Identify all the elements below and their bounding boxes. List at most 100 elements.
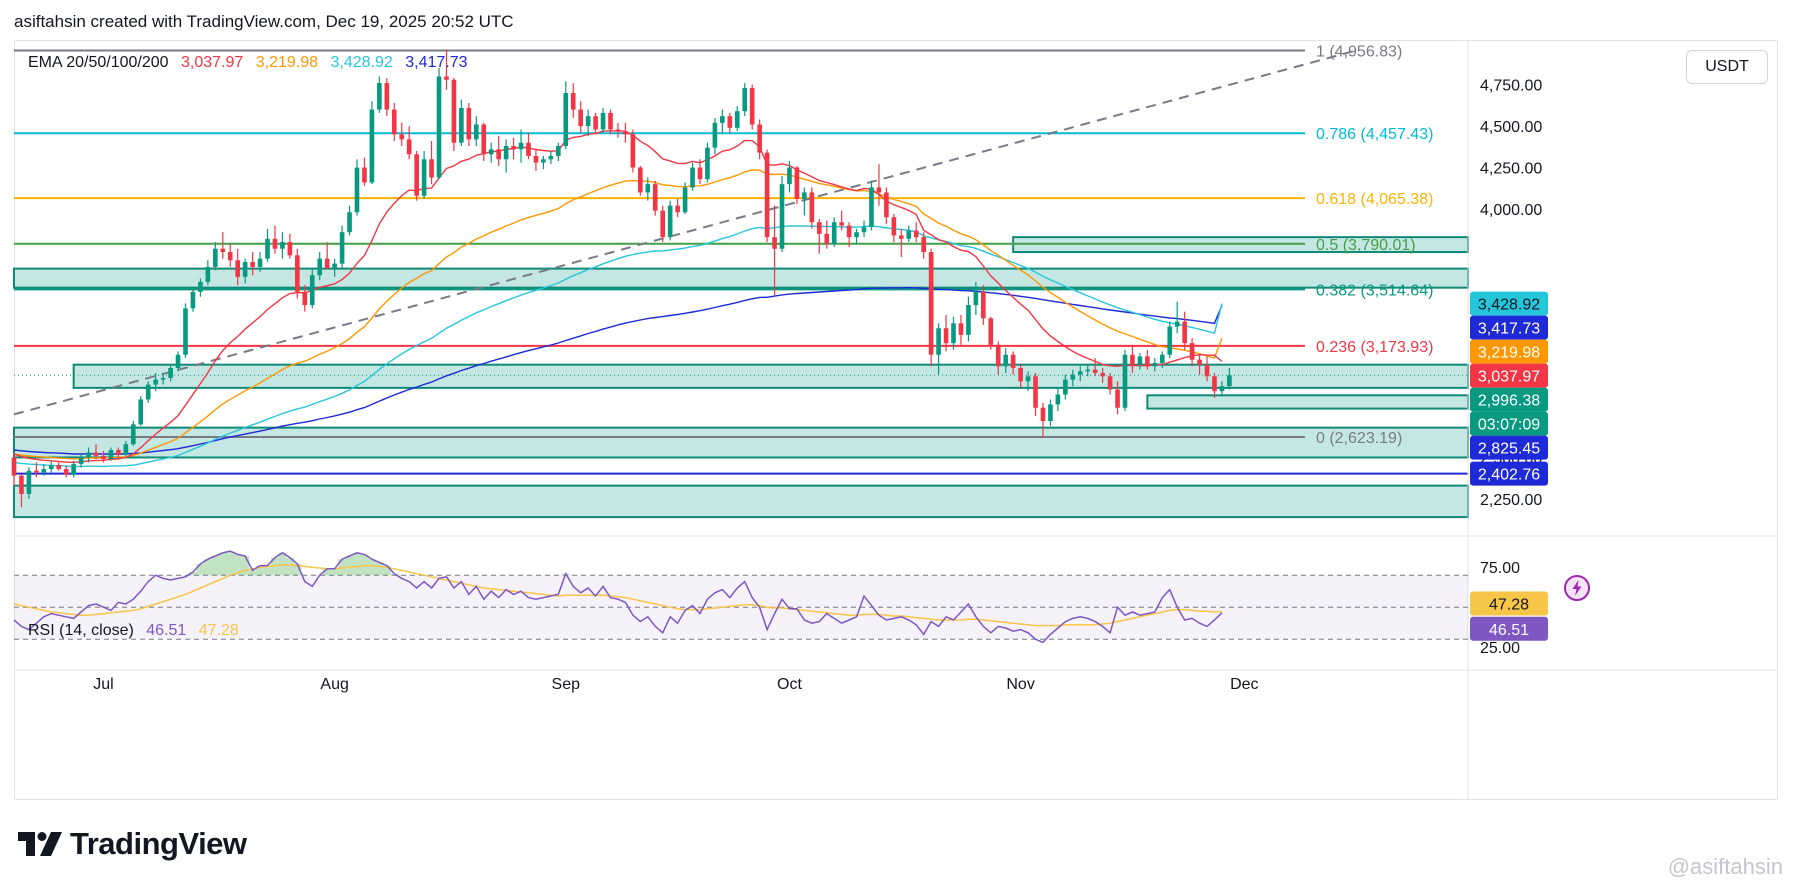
candle-body	[787, 167, 792, 185]
candle-body	[101, 455, 106, 460]
candle-body	[459, 107, 464, 143]
candle-body	[317, 258, 323, 276]
candle-71	[541, 155, 546, 170]
candle-body	[861, 227, 867, 233]
tradingview-logo-text: TradingView	[70, 826, 247, 861]
candle-21	[168, 364, 173, 382]
candle-125	[943, 314, 949, 352]
rsi-overbought-fill	[189, 551, 570, 576]
candle-body	[414, 154, 419, 196]
candle-41	[317, 252, 323, 281]
candle-body	[1077, 371, 1083, 375]
candle-body	[533, 155, 539, 163]
fib-label-0.236: 0.236 (3,173.93)	[1316, 339, 1433, 356]
candle-9	[78, 454, 84, 468]
candle-47	[362, 157, 367, 186]
candle-126	[951, 316, 956, 350]
candle-91	[690, 162, 695, 191]
price-tick-4500: 4,500.00	[1480, 119, 1542, 136]
candle-23	[183, 303, 188, 359]
candle-body	[1197, 359, 1202, 365]
chart-frame	[14, 40, 1778, 800]
price-tick-4000: 4,000.00	[1480, 202, 1542, 219]
tradingview-logo[interactable]: TradingView	[18, 826, 247, 862]
candle-body	[168, 368, 173, 378]
candle-body	[511, 146, 516, 150]
candle-94	[712, 117, 718, 155]
candle-body	[1070, 374, 1076, 380]
candle-132	[995, 341, 1001, 375]
candle-98	[742, 83, 748, 117]
ema200-line	[13, 287, 1223, 455]
fib-label-0.786: 0.786 (4,457.43)	[1316, 126, 1433, 143]
candle-73	[556, 142, 561, 161]
candle-body	[936, 328, 941, 355]
candle-body	[175, 354, 181, 368]
candle-body	[585, 116, 591, 127]
candle-body	[839, 222, 844, 226]
candle-body	[272, 238, 278, 249]
candle-16	[130, 421, 136, 446]
candle-body	[1040, 407, 1046, 422]
support-resistance-zone-5	[13, 484, 1469, 519]
candle-body	[213, 248, 218, 267]
candle-77	[585, 109, 591, 137]
rsi-price-label-bg	[1470, 616, 1548, 641]
support-resistance-zone-3	[1146, 394, 1470, 410]
dashed-trendline	[13, 49, 1357, 416]
price-label-1: 3,417.73	[1470, 315, 1548, 340]
candle-141	[1063, 374, 1068, 400]
candle-7	[63, 465, 69, 478]
candle-body	[488, 149, 494, 155]
candle-44	[339, 225, 345, 269]
candle-120	[906, 225, 912, 243]
candle-body	[347, 212, 352, 233]
candle-body	[652, 184, 658, 211]
price-label-0-text: 3,428.92	[1478, 297, 1540, 314]
candle-body	[548, 155, 554, 160]
candle-body	[831, 222, 837, 244]
candle-body	[71, 464, 76, 475]
candle-50	[384, 78, 390, 117]
candle-104	[787, 160, 792, 193]
rsi-tick-25: 25.00	[1480, 640, 1520, 657]
ema-legend[interactable]: EMA 20/50/100/200 3,037.97 3,219.98 3,42…	[28, 54, 476, 72]
candle-162	[1219, 381, 1225, 397]
lightning-icon[interactable]	[1563, 574, 1591, 602]
candle-133	[1003, 348, 1009, 373]
date-tick-Jul: Jul	[93, 676, 113, 693]
candle-42	[324, 242, 330, 269]
candle-150	[1130, 344, 1135, 373]
rsi-value: 46.51	[146, 622, 187, 639]
candle-body	[846, 225, 852, 238]
ema-legend-label: EMA 20/50/100/200	[28, 54, 169, 71]
candle-151	[1137, 353, 1143, 370]
ema50-line	[13, 169, 1223, 460]
candle-39	[302, 285, 308, 312]
price-label-1-text: 3,417.73	[1478, 321, 1540, 338]
candle-body	[116, 450, 121, 455]
candle-body	[503, 146, 509, 160]
date-tick-Aug: Aug	[320, 676, 348, 693]
support-resistance-zone-2	[72, 363, 1470, 389]
candle-8	[71, 460, 76, 478]
candle-62	[473, 116, 479, 147]
candle-body	[913, 230, 919, 238]
candle-14	[116, 447, 121, 458]
level-lines-layer	[14, 49, 1468, 475]
candle-body	[854, 232, 859, 238]
candle-body	[891, 217, 897, 236]
candle-35	[272, 225, 278, 254]
candle-body	[473, 124, 479, 140]
candle-155	[1167, 321, 1173, 359]
candle-83	[630, 129, 636, 173]
currency-selector[interactable]: USDT	[1686, 50, 1768, 84]
candle-163	[1227, 368, 1232, 390]
candle-86	[652, 180, 658, 216]
rsi-legend[interactable]: RSI (14, close) 46.51 47.28	[28, 622, 247, 640]
candle-body	[1025, 376, 1031, 382]
candle-127	[958, 314, 964, 345]
price-label-2-text: 3,219.98	[1478, 345, 1540, 362]
candle-116	[876, 164, 882, 206]
